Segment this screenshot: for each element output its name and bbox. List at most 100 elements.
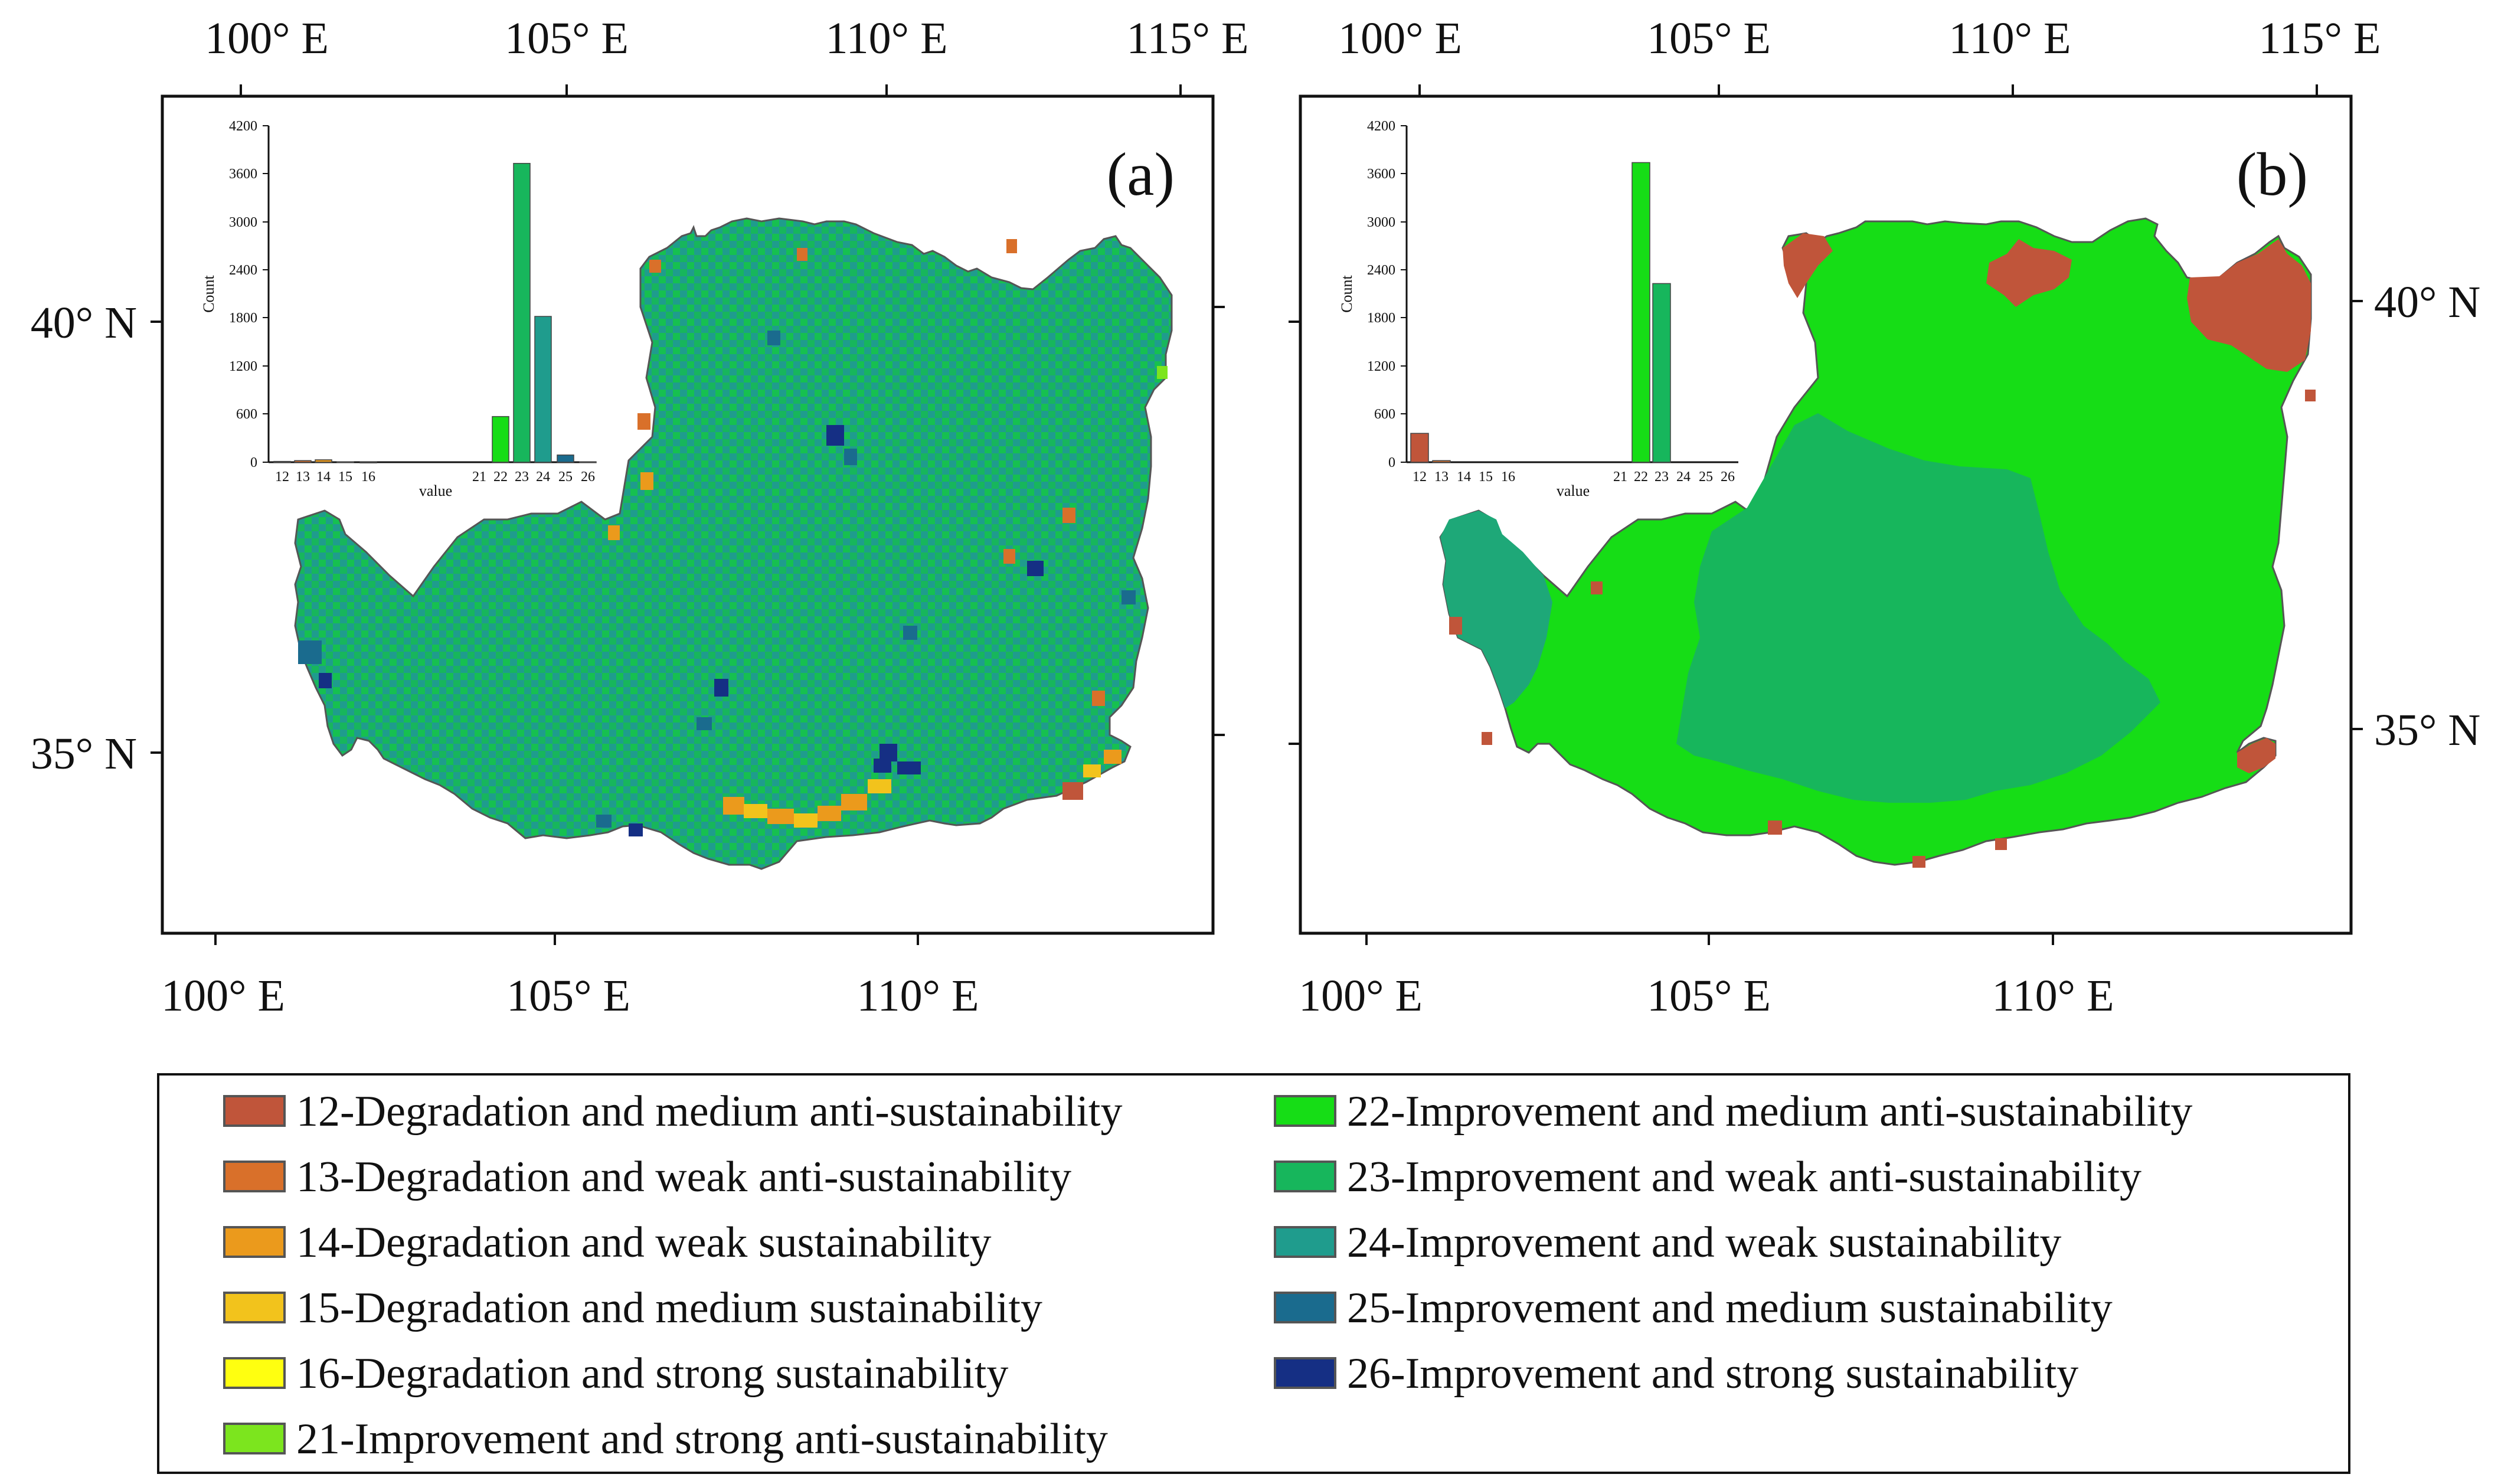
map-b-top-tick: 105° E	[1647, 14, 1771, 63]
histogram-b-ytick: 1200	[1367, 359, 1395, 374]
western-zone-b	[1440, 511, 1552, 708]
map-b-right-ticks: 40° N 35° N	[2374, 277, 2480, 755]
legend-item-12: 12-Degradation and medium anti-sustainab…	[223, 1087, 1123, 1136]
histogram-a-bars	[273, 163, 597, 463]
map-a-top-tick: 110° E	[826, 14, 948, 63]
histogram-b-xtick: 16	[1501, 469, 1515, 485]
loess-plateau-region-a	[294, 217, 1173, 870]
legend-item-16: 16-Degradation and strong sustainability	[223, 1349, 1008, 1398]
histogram-b-xlabel: value	[1557, 482, 1590, 499]
legend-label: 15-Degradation and medium sustainability	[296, 1284, 1042, 1332]
histogram-bar-22	[1632, 162, 1650, 463]
legend-swatch	[223, 1161, 286, 1192]
map-a-bottom-tick: 110° E	[857, 971, 979, 1021]
legend-swatch	[1274, 1161, 1336, 1192]
legend-label: 21-Improvement and strong anti-sustainab…	[296, 1415, 1108, 1463]
legend-label: 12-Degradation and medium anti-sustainab…	[296, 1087, 1123, 1136]
legend-item-25: 25-Improvement and medium sustainability	[1274, 1284, 2113, 1332]
legend-item-26: 26-Improvement and strong sustainability	[1274, 1349, 2078, 1398]
map-a-ticks	[151, 84, 1225, 945]
histogram-b: 0 600 1200 1800 2400 3000 3600 4200 Coun…	[1338, 119, 1738, 499]
legend-label: 24-Improvement and weak sustainability	[1347, 1218, 2061, 1267]
map-a-top-tick: 100° E	[205, 14, 329, 63]
histogram-b-ytick: 2400	[1367, 263, 1395, 278]
map-a-left-tick: 35° N	[31, 729, 137, 779]
legend-item-21: 21-Improvement and strong anti-sustainab…	[223, 1415, 1108, 1463]
histogram-a-ylabel: Count	[200, 274, 217, 312]
histogram-bar-15	[336, 461, 354, 463]
histogram-b-ytick: 1800	[1367, 310, 1395, 326]
histogram-b-xtick: 12	[1413, 469, 1427, 485]
legend-swatch	[1274, 1095, 1336, 1127]
map-a-left-tick: 40° N	[31, 298, 137, 348]
legend-swatch	[1274, 1292, 1336, 1323]
histogram-bar-25	[557, 455, 574, 463]
histogram-b-xticks: 12 13 14 15 16 21 22 23 24 25 26	[1413, 469, 1735, 485]
legend-label: 22-Improvement and medium anti-sustainab…	[1347, 1087, 2192, 1136]
map-a-bottom-tick: 100° E	[161, 971, 285, 1021]
histogram-b-ytick: 0	[1388, 455, 1395, 470]
legend-swatch	[223, 1226, 286, 1258]
map-b-panel-label: (b)	[2237, 140, 2308, 208]
histogram-b-xtick: 14	[1457, 469, 1471, 485]
legend-label: 23-Improvement and weak anti-sustainabil…	[1347, 1153, 2141, 1201]
histogram-a-xticks: 12 13 14 15 16 21 22 23 24 25 26	[275, 469, 595, 485]
map-b: 100° E 105° E 110° E 115° E 100° E 105° …	[1289, 14, 2480, 1021]
legend-swatch	[1274, 1357, 1336, 1389]
legend-label: 26-Improvement and strong sustainability	[1347, 1349, 2078, 1398]
legend-label: 13-Degradation and weak anti-sustainabil…	[296, 1153, 1071, 1201]
legend-item-23: 23-Improvement and weak anti-sustainabil…	[1274, 1153, 2141, 1201]
degradation-patches-b	[1449, 233, 2316, 868]
legend: 12-Degradation and medium anti-sustainab…	[157, 1073, 2350, 1474]
map-b-bottom-tick: 100° E	[1299, 971, 1423, 1021]
histogram-b-yticks: 0 600 1200 1800 2400 3000 3600 4200	[1367, 119, 1395, 470]
map-b-right-tick: 35° N	[2374, 705, 2480, 755]
legend-swatch	[223, 1357, 286, 1389]
map-b-bottom-ticks: 100° E 105° E 110° E	[1299, 971, 2114, 1021]
degradation-patches-a	[608, 239, 1168, 828]
histogram-bar-23	[1652, 283, 1671, 463]
histogram-b-bars	[1410, 162, 1671, 463]
legend-swatch	[1274, 1226, 1336, 1258]
histogram-bar-23	[513, 163, 531, 463]
histogram-a-xtick: 23	[515, 469, 529, 485]
histogram-bar-12	[273, 460, 291, 463]
histogram-bar-26	[579, 461, 597, 463]
map-b-top-tick: 110° E	[1949, 14, 2071, 63]
histogram-a-xtick: 22	[493, 469, 508, 485]
histogram-bar-14	[315, 459, 332, 463]
map-a: 100° E 105° E 110° E 115° E 100° E 105° …	[31, 14, 1249, 1021]
histogram-a-xtick: 15	[338, 469, 352, 485]
histogram-bar-13	[294, 460, 312, 463]
legend-label: 16-Degradation and strong sustainability	[296, 1349, 1008, 1398]
legend-item-15: 15-Degradation and medium sustainability	[223, 1284, 1042, 1332]
histogram-a-xtick: 14	[316, 469, 331, 485]
histogram-a-xtick: 24	[536, 469, 550, 485]
histogram-b-xtick: 26	[1721, 469, 1735, 485]
histogram-bar-12	[1410, 433, 1429, 463]
histogram-b-xtick: 25	[1699, 469, 1713, 485]
histogram-a-ytick: 1800	[229, 310, 257, 326]
map-b-top-ticks: 100° E 105° E 110° E 115° E	[1338, 14, 2381, 63]
histogram-b-xtick: 21	[1613, 469, 1627, 485]
histogram-a-ytick: 3000	[229, 215, 257, 230]
map-a-bottom-tick: 105° E	[506, 971, 630, 1021]
histogram-a-ytick: 600	[236, 407, 257, 422]
legend-swatch	[223, 1095, 286, 1127]
histogram-a-ytick: 0	[250, 455, 257, 470]
histogram-a: 0 600 1200 1800 2400 3000 3600 4200 Coun…	[200, 119, 597, 499]
map-b-bottom-tick: 110° E	[1992, 971, 2114, 1021]
histogram-b-xtick: 23	[1655, 469, 1669, 485]
map-a-top-tick: 105° E	[505, 14, 629, 63]
histogram-b-ytick: 600	[1374, 407, 1395, 422]
histogram-a-ytick: 3600	[229, 166, 257, 182]
histogram-b-ytick: 3600	[1367, 166, 1395, 182]
histogram-a-xtick: 16	[361, 469, 375, 485]
histogram-a-xtick: 12	[275, 469, 289, 485]
histogram-a-xtick: 26	[581, 469, 595, 485]
histogram-b-ylabel: Count	[1338, 274, 1355, 312]
legend-items: 12-Degradation and medium anti-sustainab…	[223, 1087, 2192, 1463]
histogram-b-ytick: 3000	[1367, 215, 1395, 230]
legend-frame	[157, 1073, 2350, 1474]
